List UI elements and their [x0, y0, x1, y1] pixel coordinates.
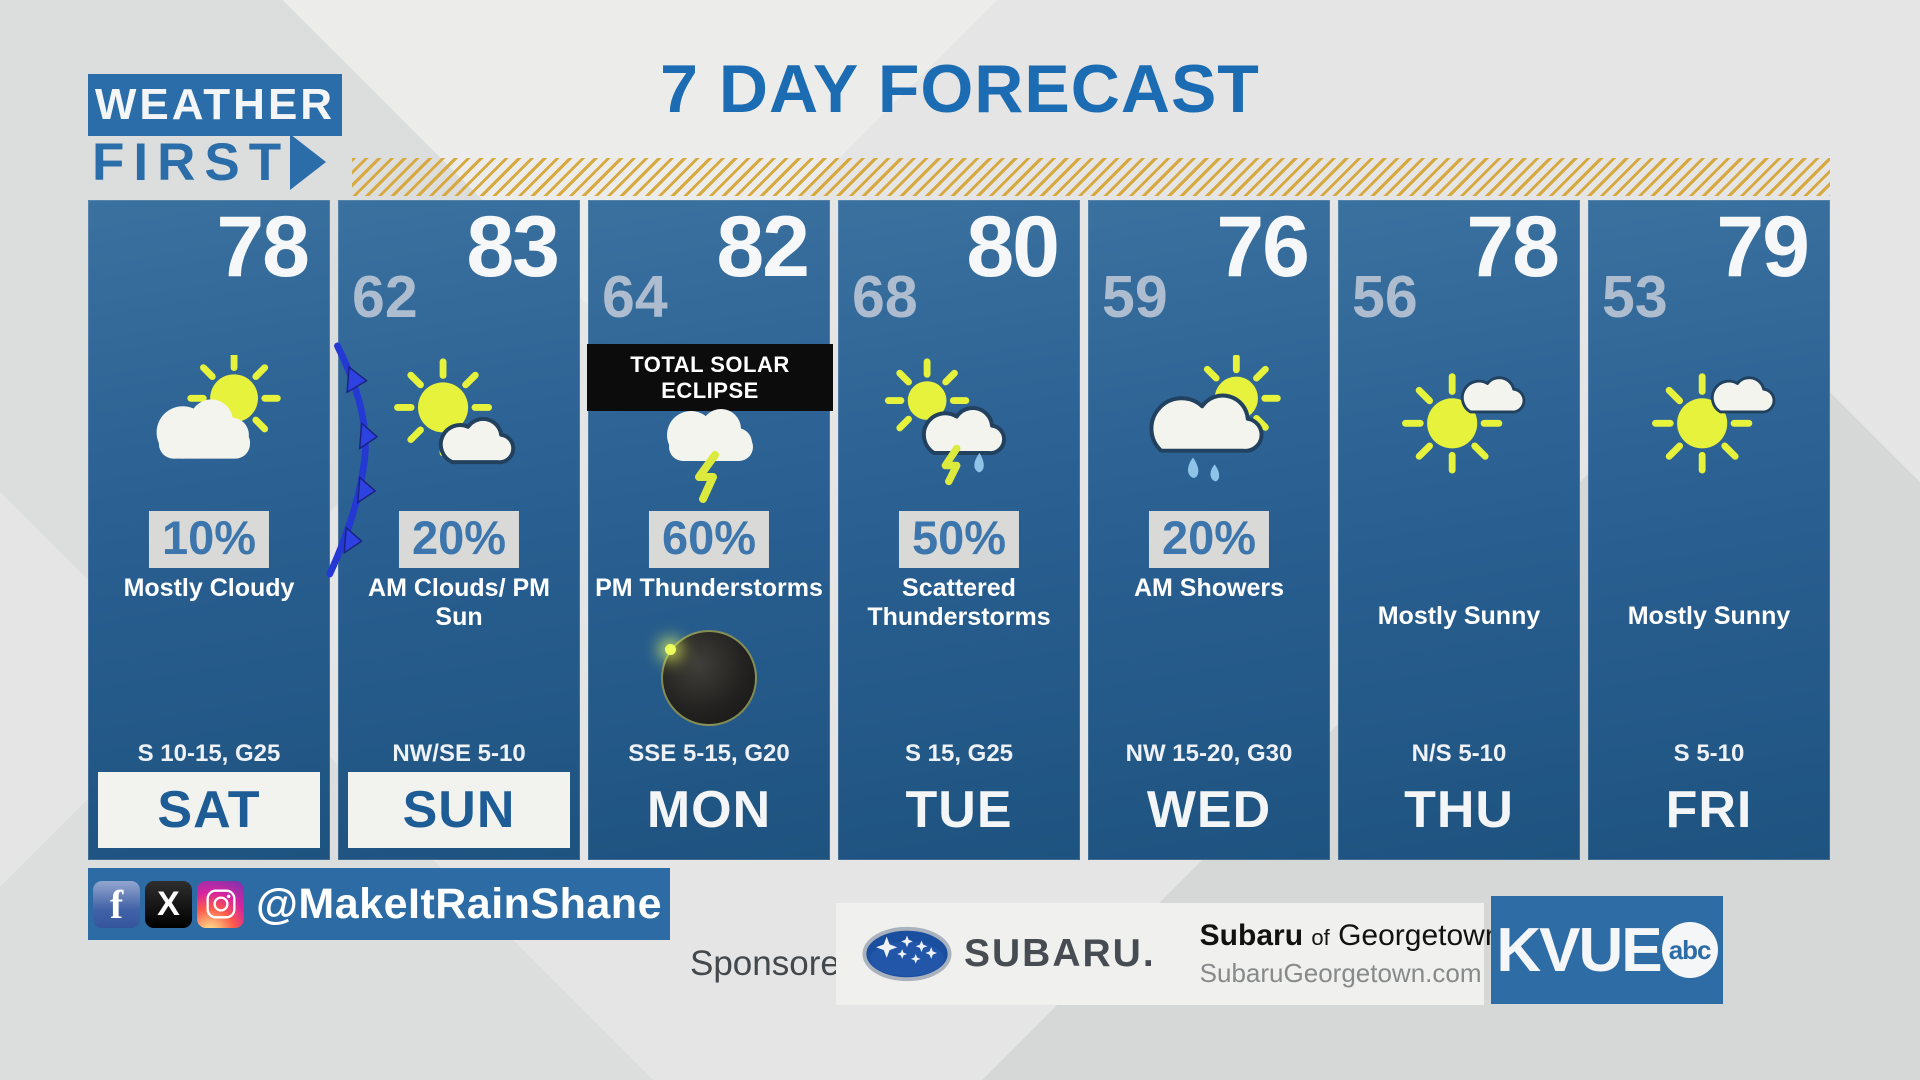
kvue-call-letters: KVUE	[1496, 915, 1662, 985]
subaru-wordmark: SUBARU.	[964, 932, 1156, 975]
low-temp: 68	[852, 264, 918, 330]
wind-forecast: S 15, G25	[904, 740, 1014, 767]
day-label: THU	[1404, 781, 1514, 839]
page-title: 7 DAY FORECAST	[660, 51, 1260, 127]
instagram-icon	[197, 880, 244, 928]
day-label: SUN	[348, 772, 570, 848]
wind-forecast: NW/SE 5-10	[392, 740, 526, 767]
low-temp: 62	[352, 264, 418, 330]
cold-front-symbol	[326, 342, 379, 578]
eclipse-image	[661, 630, 757, 726]
precip-chance: 60%	[648, 511, 770, 568]
condition-text: Mostly Sunny	[1377, 602, 1541, 630]
condition-text: Mostly Sunny	[1627, 602, 1791, 630]
high-temp: 78	[216, 199, 310, 295]
gold-hatched-band	[352, 158, 1830, 196]
high-temp: 76	[1216, 199, 1310, 295]
dealer-name: Subaru of Georgetown	[1199, 919, 1502, 952]
forecast-day-column: 76 59 20% AM Showers NW 15-20, G30 WED	[1088, 200, 1330, 860]
condition-text: Mostly Cloudy	[123, 574, 295, 602]
logo-arrow-icon	[290, 134, 327, 190]
wind-forecast: S 10-15, G25	[137, 740, 281, 767]
high-temp: 80	[966, 199, 1060, 295]
wind-forecast: S 5-10	[1673, 740, 1745, 767]
day-label: TUE	[905, 781, 1013, 839]
high-temp: 83	[466, 199, 560, 295]
low-temp: 56	[1352, 264, 1418, 330]
wind-forecast: SSE 5-15, G20	[628, 740, 790, 767]
condition-text: PM Thunderstorms	[595, 574, 823, 602]
forecast-day-column: 80 68 50% Scattered Thunderstorms S 15, …	[838, 200, 1080, 860]
mostly-sunny-icon	[1588, 348, 1830, 493]
logo-weather-text: WEATHER	[94, 80, 336, 129]
subaru-logo-icon	[862, 926, 952, 982]
wind-forecast: N/S 5-10	[1411, 740, 1507, 767]
precip-chance: 10%	[148, 511, 270, 568]
forecast-day-column: 78 10% Mostly Cloudy S 10-15, G25 SAT	[88, 200, 330, 860]
cloud-lightning-icon	[588, 388, 830, 504]
cloud-sun-icon	[88, 348, 330, 493]
dealer-info: Subaru of Georgetown SubaruGeorgetown.co…	[1200, 919, 1502, 989]
facebook-icon: f	[93, 880, 140, 928]
sun-storm-icon	[838, 348, 1080, 493]
sponsor-box: SUBARU. Subaru of Georgetown SubaruGeorg…	[836, 903, 1502, 1005]
condition-text: Scattered Thunderstorms	[867, 574, 1051, 631]
forecast-day-column: 79 53 Mostly Sunny S 5-10 FRI	[1588, 200, 1830, 860]
forecast-day-column: 82 64 TOTAL SOLAR ECLIPSE 60% PM Thunder…	[587, 199, 833, 860]
mostly-sunny-icon	[1338, 348, 1580, 493]
day-label: SAT	[98, 772, 320, 848]
sun-cloud-icon	[338, 348, 580, 493]
precip-chance: 20%	[1148, 511, 1270, 568]
precip-chance: 20%	[398, 511, 520, 568]
forecast-day-column: 83 62 20% AM Clouds/ PM Sun NW/SE 5-10 S…	[326, 199, 580, 860]
social-media-bar: f X @MakeItRainShane	[88, 868, 670, 940]
day-label: WED	[1146, 781, 1272, 839]
low-temp: 59	[1102, 264, 1168, 330]
eclipse-banner: TOTAL SOLAR ECLIPSE	[587, 344, 833, 411]
dealer-website: SubaruGeorgetown.com	[1199, 958, 1482, 988]
high-temp: 82	[716, 199, 810, 295]
low-temp: 53	[1602, 264, 1668, 330]
high-temp: 79	[1716, 199, 1810, 295]
forecast-day-column: 78 56 Mostly Sunny N/S 5-10 THU	[1338, 200, 1580, 860]
x-icon: X	[145, 880, 192, 928]
weather-first-logo: WEATHER	[88, 74, 342, 136]
high-temp: 78	[1466, 199, 1560, 295]
wind-forecast: NW 15-20, G30	[1125, 740, 1293, 767]
day-label: MON	[646, 781, 772, 839]
day-label: FRI	[1665, 781, 1753, 839]
condition-text: AM Showers	[1133, 574, 1285, 602]
precip-chance: 50%	[898, 511, 1020, 568]
kvue-logo: KVUE abc	[1491, 896, 1723, 1004]
logo-first-text: FIRST	[92, 132, 291, 192]
cloud-sun-rain-icon	[1088, 348, 1330, 493]
low-temp: 64	[602, 264, 668, 330]
abc-network-icon: abc	[1661, 922, 1718, 978]
condition-text: AM Clouds/ PM Sun	[368, 574, 550, 631]
social-handle: @MakeItRainShane	[256, 879, 662, 928]
logo-first-row: FIRST	[92, 132, 327, 192]
